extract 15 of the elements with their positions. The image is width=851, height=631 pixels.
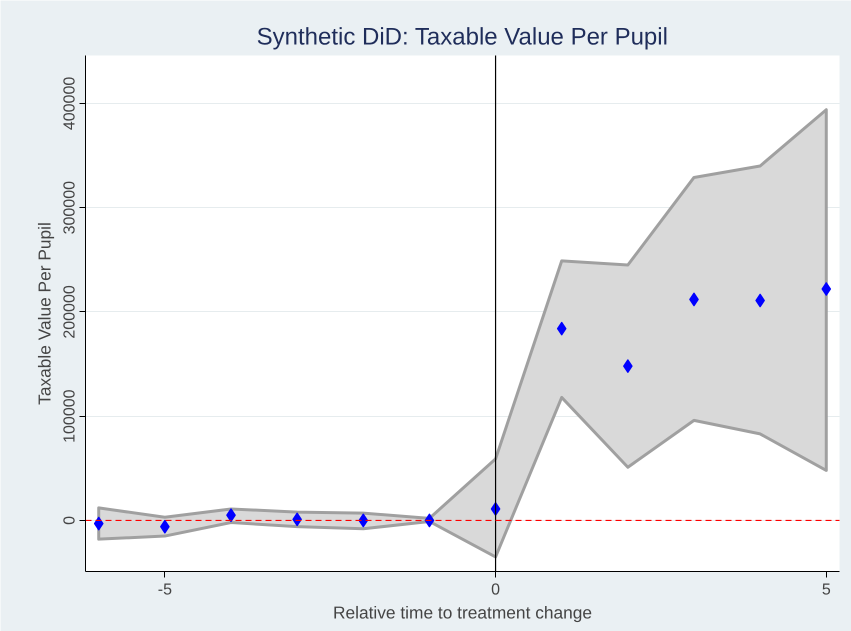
point [358,513,368,528]
x-tick-label: -5 [158,582,172,598]
point [821,282,832,296]
y-tick-label: 100000 [62,389,78,443]
y-tick-label: 200000 [62,285,78,339]
y-tick-label: 400000 [62,76,78,130]
y-tick-label: 300000 [62,180,78,234]
point [556,322,567,336]
chart-title: Synthetic DiD: Taxable Value Per Pupil [256,24,668,50]
y-axis-title: Taxable Value Per Pupil [34,222,54,405]
point [94,516,104,531]
x-tick-label: 0 [491,582,500,598]
x-axis-title: Relative time to treatment change [332,602,592,622]
y-tick-label: 0 [62,516,78,525]
x-tick-label: 5 [822,582,831,598]
